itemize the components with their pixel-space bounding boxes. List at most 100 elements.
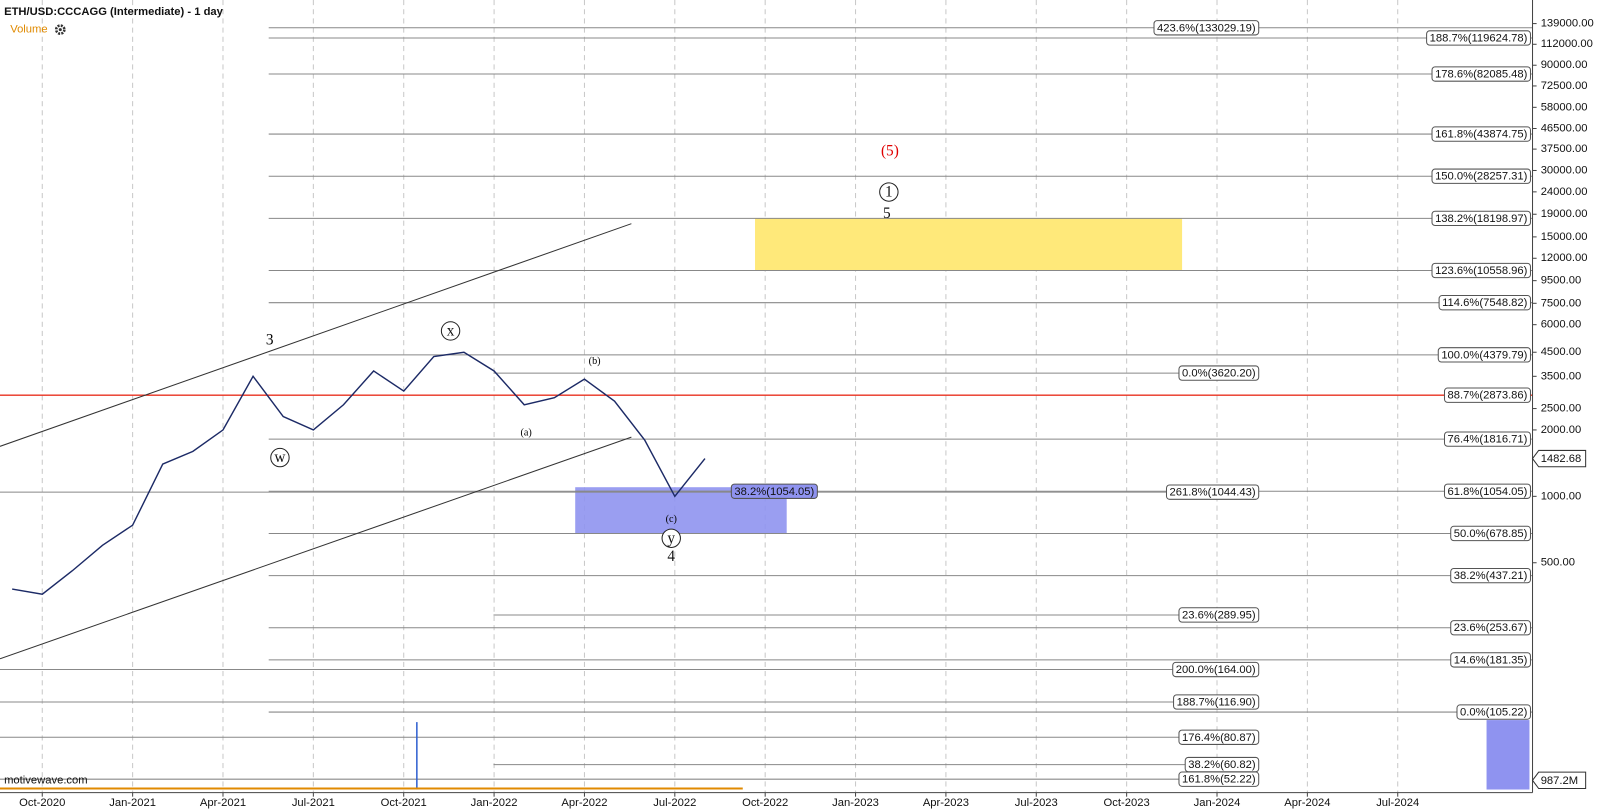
fib-label-text: 150.0%(28257.31) [1435,171,1528,183]
x-tick-label: Jan-2022 [471,797,518,809]
fib-label: 261.8%(1044.43) [1165,484,1260,500]
settings-icon[interactable] [54,24,66,35]
x-tick-label: Jul-2022 [653,797,696,809]
fib-label: 123.6%(10558.96) [1431,262,1531,279]
fib-label-text: 0.0%(3620.20) [1182,368,1256,380]
wave-label: 3 [266,332,274,349]
fib-label-box [1426,30,1531,46]
y-tick-label: 2000.00 [1541,424,1582,436]
fib-label-text: 188.7%(116.90) [1177,696,1256,708]
y-tick-label: 112000.00 [1541,38,1593,50]
fib-label: 38.2%(437.21) [1450,567,1531,584]
chart-title: ETH/USD:CCCAGG (Intermediate) - 1 day [4,6,224,18]
fib-label-text: 38.2%(1054.05) [734,486,814,498]
x-tick-label: Apr-2021 [200,797,246,809]
fib-label-box [1153,20,1260,36]
wave-label: 5 [883,205,891,222]
y-tick-label: 15000.00 [1541,231,1588,243]
wave-label: x [447,322,455,339]
fib-label: 88.7%(2873.86) [1443,387,1531,403]
fib-label-box [1450,652,1531,668]
fib-label-text: 38.2%(437.21) [1454,570,1528,582]
fib-label-text: 50.0%(678.85) [1454,528,1528,540]
y-tick-label: 7500.00 [1541,297,1582,309]
fib-label-text: 138.2%(18198.97) [1435,213,1528,225]
fib-label-box [1173,694,1260,710]
fib-label-text: 423.6%(133029.19) [1157,22,1256,34]
fib-label-text: 161.8%(52.22) [1182,774,1256,786]
fib-label: 114.6%(7548.82) [1438,295,1531,311]
fib-label-box [1450,567,1531,584]
volume-projection [1486,720,1530,790]
x-tick-label: Jan-2021 [109,797,156,809]
wave-circle [270,447,290,468]
fib-label: 61.8%(1054.05) [1443,483,1531,499]
wave-label: 4 [667,548,675,565]
last-price-label: 1482.68 [1541,453,1582,465]
fib-label-box [1431,262,1531,279]
fib-label-text: 176.4%(80.87) [1182,732,1256,744]
x-tick-label: Apr-2023 [923,797,969,809]
fib-label-box [1450,620,1531,636]
y-tick-label: 1000.00 [1541,490,1582,502]
x-tick-label: Oct-2023 [1104,797,1150,809]
y-tick-label: 12000.00 [1541,252,1588,264]
y-tick-label: 139000.00 [1541,18,1594,30]
fib-label-box [1178,607,1260,623]
last-volume-box [1531,771,1587,790]
x-tick-label: Jan-2024 [1194,797,1241,809]
fib-label: 38.2%(1054.05) [730,483,818,499]
fib-label-box [1437,347,1531,363]
channel-upper [0,223,632,447]
fib-label-text: 100.0%(4379.79) [1441,349,1527,361]
fib-label-box [1431,126,1531,142]
fib-label-box [1450,525,1531,542]
fib-label-box [1178,365,1260,381]
fib-label-text: 23.6%(253.67) [1454,622,1528,634]
y-tick-label: 3500.00 [1541,370,1582,382]
y-tick-label: 46500.00 [1541,122,1588,134]
wave-label: (c) [666,514,677,525]
fib-label: 200.0%(164.00) [1172,661,1260,678]
y-tick-label: 19000.00 [1541,208,1588,220]
fib-label: 23.6%(289.95) [1178,607,1260,623]
wave-label: (a) [521,427,532,438]
fib-label: 423.6%(133029.19) [1153,20,1260,36]
x-tick-label: Oct-2020 [19,797,65,809]
fib-label-box [1443,483,1531,499]
y-tick-label: 58000.00 [1541,101,1588,113]
volume-label: Volume [10,24,47,36]
background-layer [0,0,1533,793]
last-price-box [1531,449,1587,468]
fib-label-text: 161.8%(43874.75) [1435,129,1528,141]
y-tick-label: 37500.00 [1541,143,1588,155]
fib-label-box [1165,484,1260,500]
fib-label-text: 123.6%(10558.96) [1435,265,1528,277]
fib-label: 23.6%(253.67) [1450,620,1531,636]
wave-label: y [667,530,675,547]
fib-label-box [1443,387,1531,403]
y-tick-label: 9500.00 [1541,275,1582,287]
wave-label: w [274,449,285,466]
y-axis-bg [1532,0,1602,812]
wave-circle [440,321,461,341]
fib-label: 150.0%(28257.31) [1431,168,1531,184]
fib-label: 161.8%(43874.75) [1431,126,1531,142]
x-tick-label: Apr-2022 [561,797,607,809]
wave-label: (b) [589,356,601,367]
fib-label-text: 178.6%(82085.48) [1435,69,1528,81]
fib-label-text: 14.6%(181.35) [1454,654,1528,666]
y-tick-label: 90000.00 [1541,59,1588,71]
fib-label-text: 200.0%(164.00) [1176,664,1256,676]
fib-label-box [1178,771,1260,787]
wave-label: (5) [881,143,899,160]
y-tick-label: 500.00 [1541,557,1575,569]
target-zone [755,218,1183,271]
x-tick-label: Oct-2021 [381,797,427,809]
fib-label-box [1438,295,1531,311]
fib-label-text: 76.4%(1816.71) [1448,434,1528,446]
price-line [12,351,706,595]
wave-circle [879,182,899,202]
watermark: motivewave.com [4,774,88,786]
